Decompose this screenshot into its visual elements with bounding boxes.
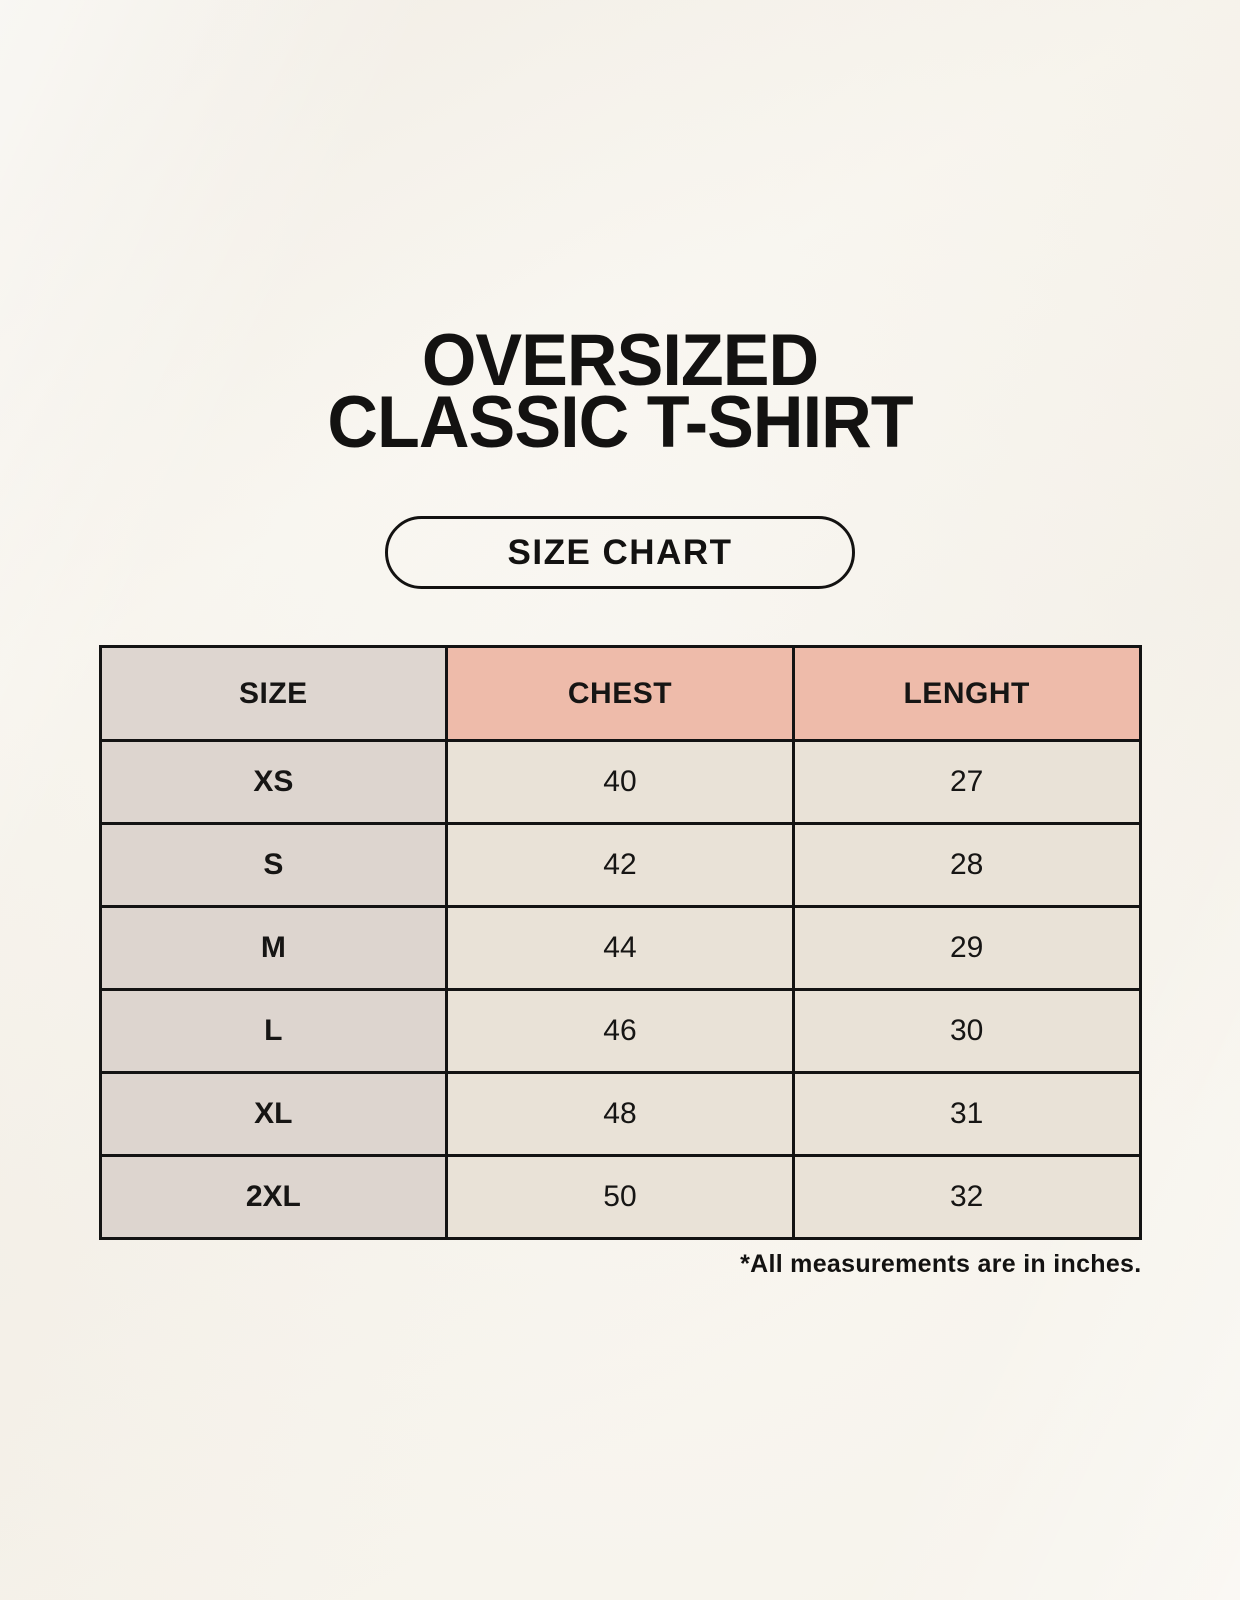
chest-cell: 46 <box>445 988 795 1075</box>
product-title: OVERSIZED CLASSIC T-SHIRT <box>25 320 1215 464</box>
table-row: XS 40 27 <box>98 739 1142 826</box>
chest-cell: 40 <box>445 739 795 826</box>
size-table-body: XS 40 27 S 42 28 M 44 29 L 46 30 XL 48 31 2XL 50 32 <box>98 739 1142 1241</box>
size-cell: S <box>98 822 449 909</box>
product-title-line1: OVERSIZED <box>421 320 819 401</box>
column-header-size: SIZE <box>98 645 449 743</box>
size-cell: L <box>98 988 449 1075</box>
size-cell: M <box>98 905 449 992</box>
size-table: SIZE CHEST LENGHT XS 40 27 S 42 28 M 44 29 L 46 30 X… <box>98 645 1142 1241</box>
length-cell: 30 <box>791 988 1142 1075</box>
table-row: XL 48 31 <box>98 1071 1142 1158</box>
length-cell: 28 <box>791 822 1142 909</box>
size-cell: 2XL <box>98 1154 449 1241</box>
table-row: S 42 28 <box>98 822 1142 909</box>
product-title-line2: CLASSIC T-SHIRT <box>327 382 913 464</box>
table-row: L 46 30 <box>98 988 1142 1075</box>
chest-cell: 48 <box>445 1071 795 1158</box>
column-header-chest: CHEST <box>445 645 795 743</box>
size-table-header: SIZE CHEST LENGHT <box>98 645 1142 743</box>
length-cell: 27 <box>791 739 1142 826</box>
size-cell: XS <box>98 739 449 826</box>
length-cell: 29 <box>791 905 1142 992</box>
size-cell: XL <box>98 1071 449 1158</box>
length-cell: 32 <box>791 1154 1142 1241</box>
chest-cell: 44 <box>445 905 795 992</box>
chest-cell: 42 <box>445 822 795 909</box>
header-row: SIZE CHEST LENGHT <box>98 645 1142 743</box>
column-header-length: LENGHT <box>791 645 1142 743</box>
length-cell: 31 <box>791 1071 1142 1158</box>
chest-cell: 50 <box>445 1154 795 1241</box>
table-row: M 44 29 <box>98 905 1142 992</box>
measurements-footnote: *All measurements are in inches. <box>740 1250 1142 1279</box>
size-chart-button[interactable]: SIZE CHART <box>385 516 855 590</box>
table-row: 2XL 50 32 <box>98 1154 1142 1241</box>
